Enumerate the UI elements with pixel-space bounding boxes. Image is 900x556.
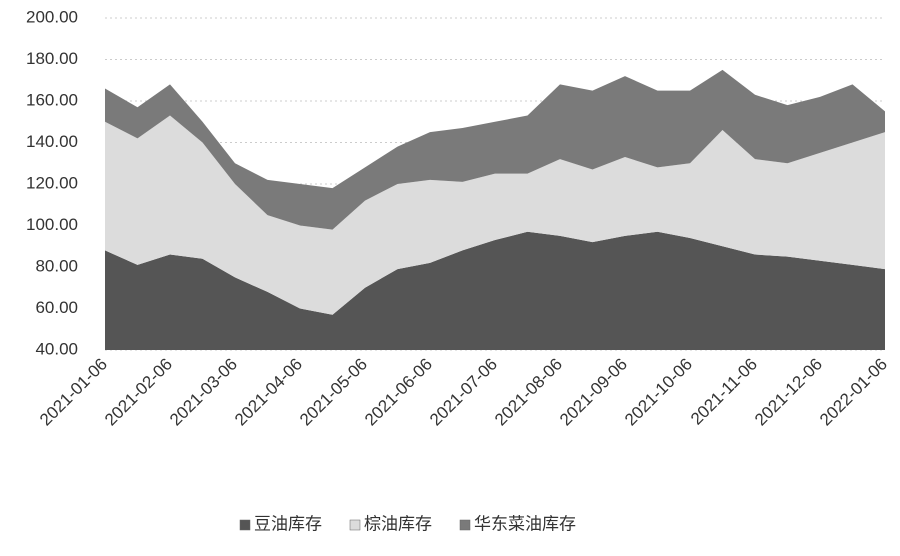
x-tick-label: 2021-08-06	[491, 355, 566, 430]
y-tick-label: 160.00	[26, 90, 78, 109]
legend-swatch	[239, 519, 251, 531]
area	[105, 115, 885, 315]
x-tick-label: 2021-06-06	[361, 355, 436, 430]
legend-label: 华东菜油库存	[474, 514, 576, 533]
x-tick-label: 2021-11-06	[687, 355, 761, 429]
x-tick-label: 2021-09-06	[556, 355, 631, 430]
x-tick-label: 2021-07-06	[426, 355, 501, 430]
y-tick-label: 40.00	[35, 339, 78, 358]
y-tick-label: 200.00	[26, 7, 78, 26]
x-tick-label: 2021-02-06	[101, 355, 176, 430]
x-tick-label: 2021-03-06	[166, 355, 241, 430]
x-tick-label: 2021-12-06	[751, 355, 826, 430]
area	[105, 69, 885, 230]
y-tick-label: 60.00	[35, 298, 78, 317]
legend-swatch	[349, 519, 361, 531]
x-tick-label: 2021-01-06	[36, 355, 111, 430]
legend-label: 棕油库存	[364, 514, 432, 533]
x-tick-label: 2021-10-06	[621, 355, 696, 430]
y-tick-label: 140.00	[26, 132, 78, 151]
x-tick-label: 2022-01-06	[816, 355, 891, 430]
area	[105, 231, 885, 350]
y-tick-label: 120.00	[26, 173, 78, 192]
y-tick-label: 180.00	[26, 49, 78, 68]
legend-swatch	[459, 519, 471, 531]
y-tick-label: 80.00	[35, 256, 78, 275]
y-tick-label: 100.00	[26, 215, 78, 234]
x-tick-label: 2021-04-06	[231, 355, 306, 430]
legend-label: 豆油库存	[254, 514, 322, 533]
x-tick-label: 2021-05-06	[296, 355, 371, 430]
